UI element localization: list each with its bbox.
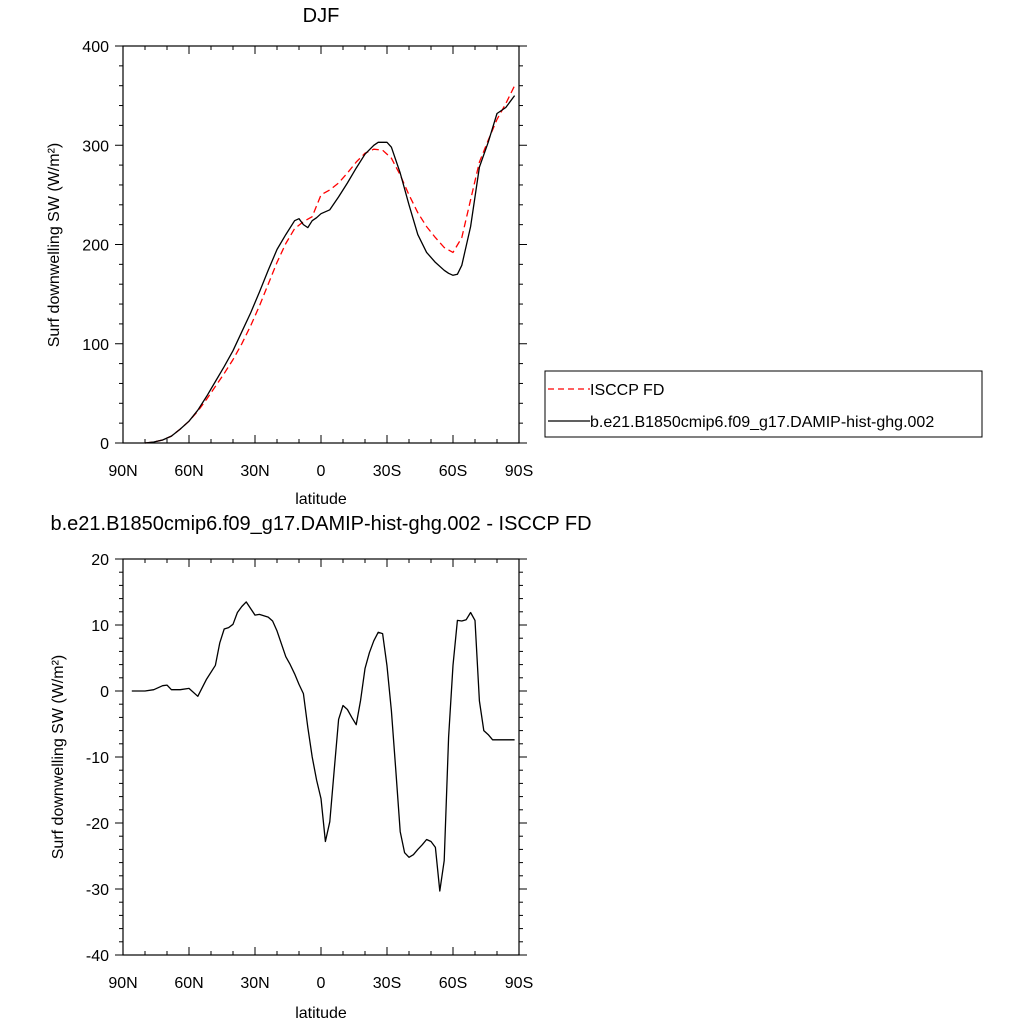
top-y-tick-label: 300 xyxy=(82,138,109,155)
bottom-x-tick-label: 90N xyxy=(108,975,137,992)
top-y-tick-label: 200 xyxy=(82,238,109,255)
bottom-x-tick-label: 60S xyxy=(439,975,467,992)
bottom-y-tick-label: -10 xyxy=(86,750,109,767)
top-x-tick-label: 0 xyxy=(317,463,326,480)
legend-label-model: b.e21.B1850cmip6.f09_g17.DAMIP-hist-ghg.… xyxy=(590,414,934,431)
top-y-tick-label: 400 xyxy=(82,39,109,56)
bottom-x-tick-label: 30N xyxy=(240,975,269,992)
bottom-x-axis-label: latitude xyxy=(295,1005,347,1022)
bottom-y-tick-label: -20 xyxy=(86,816,109,833)
top-series-line-1 xyxy=(144,95,516,444)
top-title: DJF xyxy=(303,5,340,27)
top-x-tick-label: 30S xyxy=(373,463,401,480)
top-x-tick-label: 90S xyxy=(505,463,533,480)
top-series-line-0 xyxy=(144,85,516,444)
top-x-tick-label: 30N xyxy=(240,463,269,480)
top-ticks: 90N 60N 30N 0 30S 60S 90S 0 100 200 300 400 xyxy=(82,39,533,480)
bottom-y-tick-label: 0 xyxy=(100,684,109,701)
bottom-lines xyxy=(131,601,515,892)
top-x-tick-label: 90N xyxy=(108,463,137,480)
bottom-x-tick-label: 0 xyxy=(317,975,326,992)
top-y-axis-label: Surf downwelling SW (W/m²) xyxy=(46,143,63,347)
bottom-panel: b.e21.B1850cmip6.f09_g17.DAMIP-hist-ghg.… xyxy=(50,513,592,1022)
top-plot-frame xyxy=(122,45,520,444)
legend: ISCCP FD b.e21.B1850cmip6.f09_g17.DAMIP-… xyxy=(544,370,983,438)
bottom-series-line-0 xyxy=(131,601,515,892)
top-x-tick-label: 60S xyxy=(439,463,467,480)
bottom-plot-frame xyxy=(122,558,520,956)
top-panel: DJF 90N 60N 30N 0 30S 60S 90S 0 100 200 300 400 lat… xyxy=(46,5,533,508)
bottom-title: b.e21.B1850cmip6.f09_g17.DAMIP-hist-ghg.… xyxy=(50,513,591,535)
top-y-tick-label: 0 xyxy=(100,436,109,453)
top-x-tick-label: 60N xyxy=(174,463,203,480)
top-lines xyxy=(144,85,516,444)
bottom-x-tick-label: 60N xyxy=(174,975,203,992)
bottom-x-tick-label: 90S xyxy=(505,975,533,992)
bottom-y-tick-label: -40 xyxy=(86,948,109,965)
bottom-x-tick-label: 30S xyxy=(373,975,401,992)
bottom-y-tick-label: -30 xyxy=(86,882,109,899)
legend-items: ISCCP FD b.e21.B1850cmip6.f09_g17.DAMIP-… xyxy=(548,382,934,431)
legend-label-isccp: ISCCP FD xyxy=(590,382,664,399)
bottom-y-axis-label: Surf downwelling SW (W/m²) xyxy=(50,655,67,859)
legend-box xyxy=(544,370,983,438)
bottom-y-tick-label: 10 xyxy=(91,618,109,635)
top-x-axis-label: latitude xyxy=(295,491,347,508)
top-y-tick-label: 100 xyxy=(82,337,109,354)
bottom-y-tick-label: 20 xyxy=(91,552,109,569)
bottom-ticks: 90N 60N 30N 0 30S 60S 90S -40 -30 -20 -10 0 10 20 xyxy=(86,552,533,992)
